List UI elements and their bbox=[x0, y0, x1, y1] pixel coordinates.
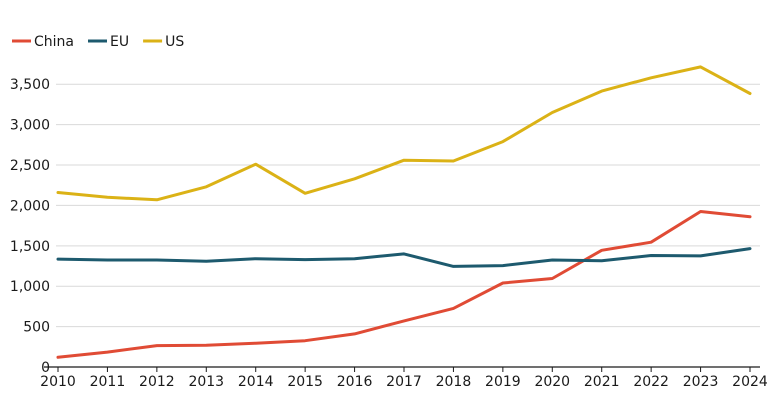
x-tick-label: 2022 bbox=[633, 374, 669, 390]
y-axis: 0 500 1,000 1,500 2,000 2,500 3,000 3,500 bbox=[10, 77, 50, 376]
x-tick-label: 2015 bbox=[287, 374, 323, 390]
y-tick-label: 3,000 bbox=[10, 118, 50, 134]
y-tick-label: 500 bbox=[23, 320, 50, 336]
legend-label-us: US bbox=[165, 34, 184, 50]
legend-label-eu: EU bbox=[110, 34, 129, 50]
series-line-us bbox=[56, 65, 752, 202]
series-line-china bbox=[56, 210, 752, 359]
x-tick-label: 2020 bbox=[534, 374, 570, 390]
x-tick-label: 2024 bbox=[732, 374, 768, 390]
x-tick-label: 2011 bbox=[90, 374, 126, 390]
y-tick-label: 3,500 bbox=[10, 77, 50, 93]
legend-label-china: China bbox=[34, 34, 74, 50]
y-tick-label: 2,500 bbox=[10, 158, 50, 174]
y-tick-label: 0 bbox=[41, 360, 50, 376]
series-line-eu bbox=[56, 247, 752, 268]
x-tick-label: 2018 bbox=[436, 374, 472, 390]
y-tick-label: 1,500 bbox=[10, 239, 50, 255]
y-tick-label: 2,000 bbox=[10, 198, 50, 214]
x-tick-label: 2021 bbox=[584, 374, 620, 390]
x-axis: 2010 2011 2012 2013 2014 2015 2016 2017 2018 2019… bbox=[40, 366, 768, 390]
legend: China EU US bbox=[12, 34, 184, 50]
x-tick-label: 2010 bbox=[40, 374, 76, 390]
x-tick-label: 2019 bbox=[485, 374, 521, 390]
x-tick-label: 2017 bbox=[386, 374, 422, 390]
x-tick-label: 2014 bbox=[238, 374, 274, 390]
x-tick-label: 2013 bbox=[188, 374, 224, 390]
series-lines bbox=[56, 65, 752, 359]
x-tick-label: 2023 bbox=[683, 374, 719, 390]
grid bbox=[56, 83, 760, 328]
x-tick-label: 2012 bbox=[139, 374, 175, 390]
x-tick-label: 2016 bbox=[337, 374, 373, 390]
y-tick-label: 1,000 bbox=[10, 279, 50, 295]
